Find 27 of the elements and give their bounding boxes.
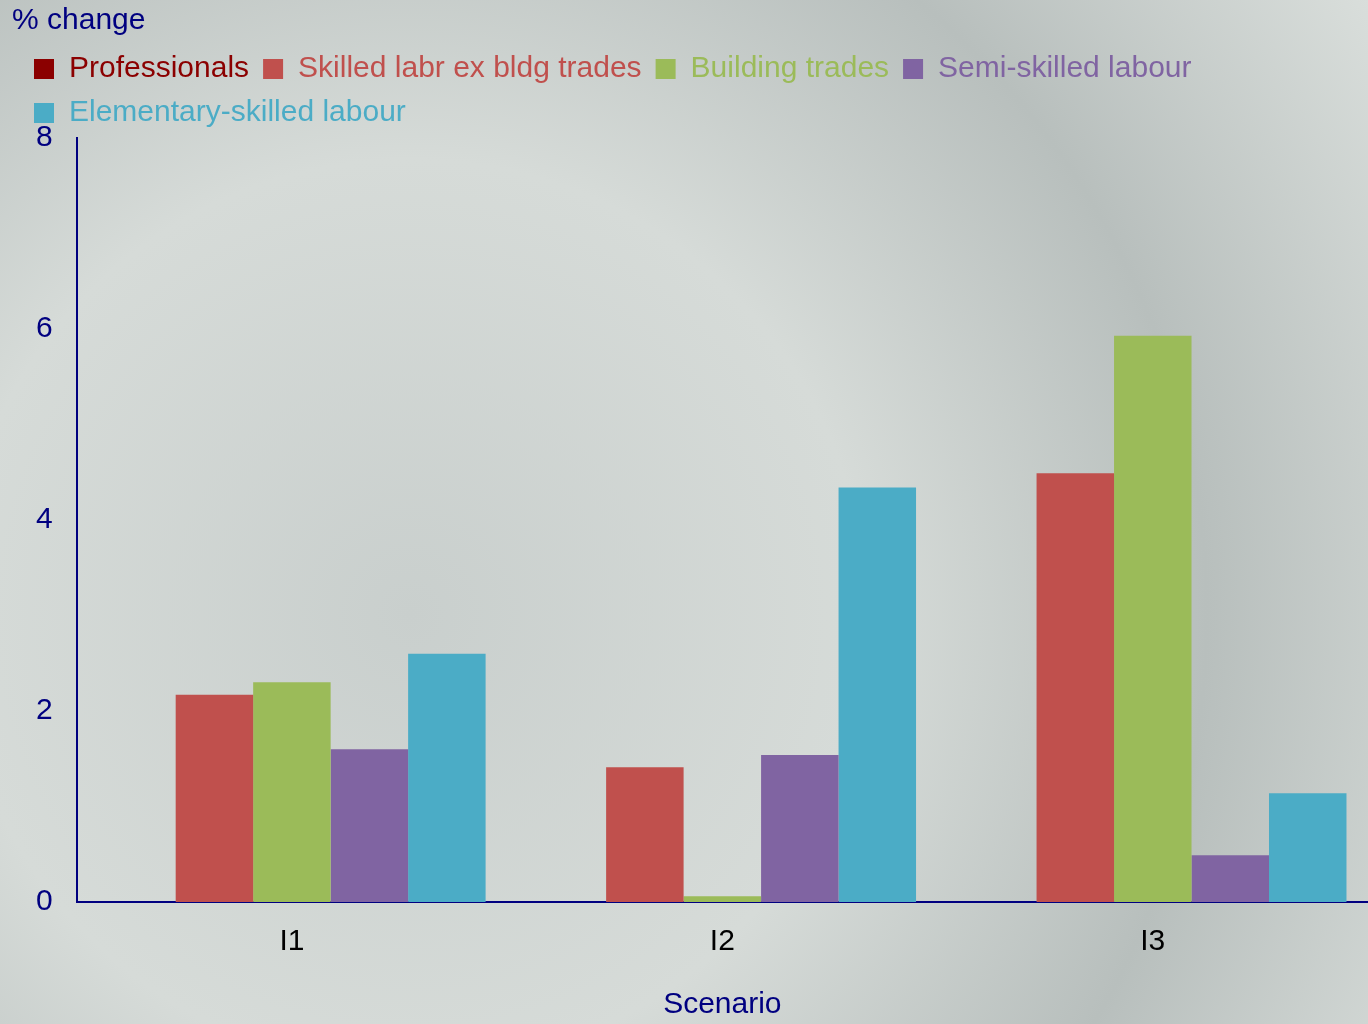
legend-label: Skilled labr ex bldg trades <box>298 50 642 84</box>
bar <box>1036 473 1115 902</box>
legend-label: Elementary-skilled labour <box>69 94 406 128</box>
x-tick-label: I1 <box>279 923 305 957</box>
y-tick-label: 4 <box>36 501 53 535</box>
y-tick-label: 6 <box>36 310 53 344</box>
bar <box>683 896 762 902</box>
y-axis-title: % change <box>12 2 146 36</box>
legend-label: Semi-skilled labour <box>938 50 1192 84</box>
x-axis-title: Scenario <box>663 986 782 1020</box>
bar <box>761 754 839 902</box>
bar <box>1269 793 1347 902</box>
bar <box>838 487 917 902</box>
bar <box>1191 855 1269 902</box>
bar <box>606 767 684 902</box>
bar <box>253 682 331 902</box>
legend-label: Professionals <box>69 50 250 84</box>
y-tick-label: 2 <box>36 692 53 726</box>
bar <box>1114 335 1192 902</box>
legend-label: Building trades <box>690 50 890 84</box>
y-tick-label: 8 <box>36 119 53 153</box>
x-tick-label: I2 <box>709 923 735 957</box>
bar <box>330 749 409 902</box>
y-tick-label: 0 <box>36 883 53 917</box>
x-tick-label: I3 <box>1140 923 1166 957</box>
bar <box>408 653 486 902</box>
bar <box>175 694 254 902</box>
